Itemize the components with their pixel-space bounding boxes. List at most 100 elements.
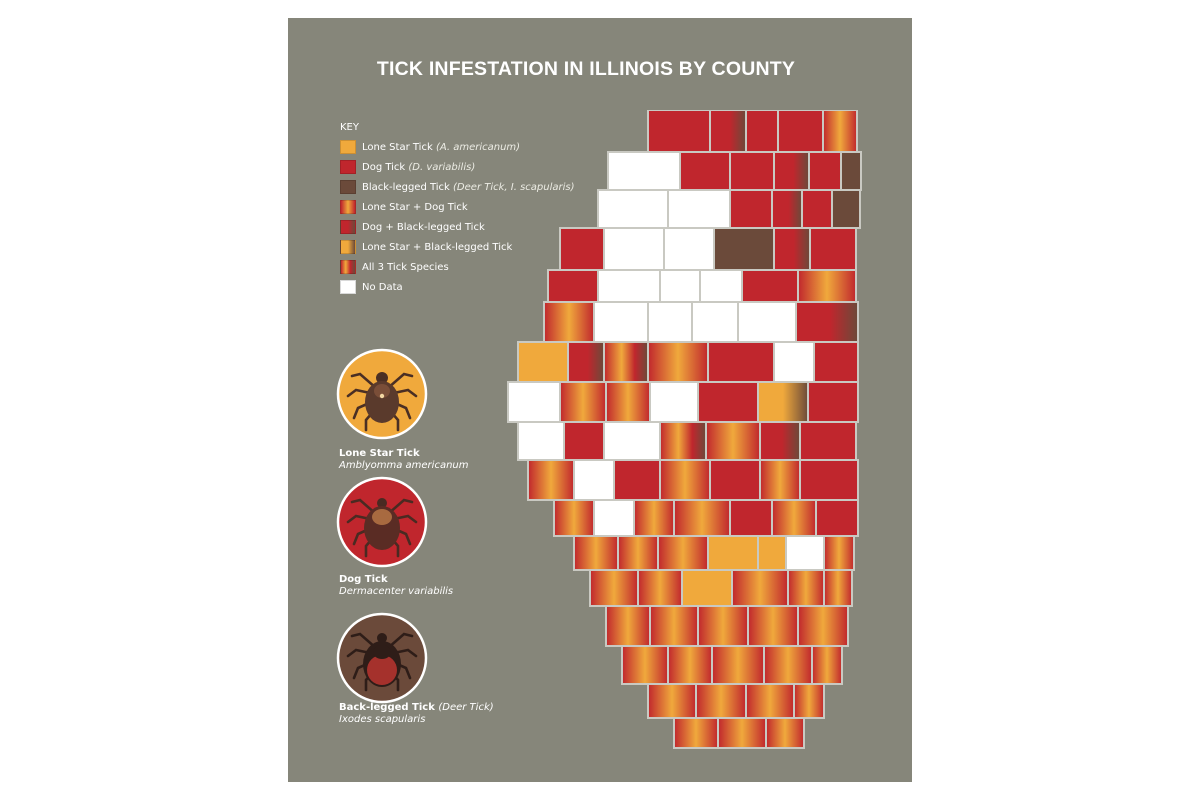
- county: [649, 381, 699, 423]
- county: [573, 459, 615, 501]
- county: [659, 269, 701, 303]
- county: [799, 459, 859, 501]
- county: [607, 151, 681, 191]
- tick-scientific-lone-star: Amblyomma americanum: [339, 460, 469, 471]
- county: [649, 605, 699, 647]
- county: [647, 110, 711, 153]
- county: [729, 151, 775, 191]
- county: [647, 301, 693, 343]
- county: [799, 421, 857, 461]
- county: [809, 227, 857, 271]
- county: [667, 189, 731, 229]
- county: [659, 421, 707, 461]
- county: [709, 110, 747, 153]
- county: [553, 499, 595, 537]
- county: [563, 421, 605, 461]
- key-item-lone-star-black-legged: Lone Star + Black-legged Tick: [340, 240, 512, 254]
- county: [547, 269, 599, 303]
- key-label: Dog + Black-legged Tick: [362, 221, 485, 233]
- county: [659, 459, 711, 501]
- key-detail: (A. americanum): [435, 141, 521, 153]
- county: [559, 381, 607, 423]
- county: [679, 151, 731, 191]
- key-item-black-legged: Black-legged Tick (Deer Tick, I. scapula…: [340, 180, 575, 194]
- swatch-all-3: [340, 260, 356, 274]
- key-item-lone-star: Lone Star Tick (A. americanum): [340, 140, 520, 154]
- county-layer: [507, 110, 862, 749]
- county: [517, 341, 569, 383]
- tick-scientific-black-legged: Ixodes scapularis: [339, 714, 426, 725]
- county: [613, 459, 661, 501]
- county: [695, 683, 747, 719]
- county: [621, 645, 669, 685]
- county: [573, 535, 619, 571]
- county: [543, 301, 595, 343]
- dog-tick-icon: [336, 476, 428, 568]
- county: [765, 717, 805, 749]
- black-legged-tick-icon: [336, 612, 428, 704]
- county: [787, 569, 825, 607]
- county: [617, 535, 659, 571]
- county: [647, 341, 709, 383]
- county: [807, 381, 859, 423]
- key-label: No Data: [362, 281, 403, 293]
- county: [801, 189, 833, 229]
- county: [707, 535, 759, 571]
- county: [795, 301, 859, 343]
- key-item-dog-black-legged: Dog + Black-legged Tick: [340, 220, 485, 234]
- county: [681, 569, 733, 607]
- key-label: All 3 Tick Species: [362, 261, 449, 273]
- county: [673, 717, 719, 749]
- tick-name-dog: Dog Tick: [339, 574, 388, 585]
- county: [603, 227, 665, 271]
- county: [697, 381, 759, 423]
- tick-name-text: Back-legged Tick: [339, 702, 435, 713]
- county: [840, 151, 862, 191]
- county: [605, 605, 651, 647]
- county: [741, 269, 799, 303]
- county: [793, 683, 825, 719]
- county: [773, 151, 810, 191]
- county: [811, 645, 843, 685]
- county: [589, 569, 639, 607]
- county: [785, 535, 825, 571]
- key-label: Lone Star Tick: [362, 141, 433, 153]
- county: [729, 189, 773, 229]
- swatch-dog-black-legged: [340, 220, 356, 234]
- county: [823, 535, 855, 571]
- county: [709, 459, 761, 501]
- key-detail: (D. variabilis): [408, 161, 476, 173]
- key-label: Black-legged Tick: [362, 181, 450, 193]
- county: [711, 645, 765, 685]
- swatch-lone-star-dog: [340, 200, 356, 214]
- county: [597, 269, 661, 303]
- county: [663, 227, 715, 271]
- county: [777, 110, 824, 153]
- county: [705, 421, 761, 461]
- page-title: TICK INFESTATION IN ILLINOIS BY COUNTY: [376, 58, 796, 80]
- county: [759, 421, 801, 461]
- county: [691, 301, 739, 343]
- key-label: Lone Star + Dog Tick: [362, 201, 468, 213]
- key-heading: KEY: [340, 122, 359, 133]
- swatch-no-data: [340, 280, 356, 294]
- map-poster: TICK INFESTATION IN ILLINOIS BY COUNTY K…: [288, 18, 912, 782]
- county: [657, 535, 709, 571]
- county: [815, 499, 859, 537]
- swatch-lone-star-black-legged: [340, 240, 356, 254]
- key-item-dog: Dog Tick (D. variabilis): [340, 160, 475, 174]
- county: [823, 569, 853, 607]
- key-item-all-3: All 3 Tick Species: [340, 260, 449, 274]
- county: [731, 569, 789, 607]
- county: [747, 605, 799, 647]
- county: [797, 605, 849, 647]
- key-detail: (Deer Tick, I. scapularis): [453, 181, 575, 193]
- swatch-lone-star: [340, 140, 356, 154]
- swatch-black-legged: [340, 180, 356, 194]
- key-label: Dog Tick: [362, 161, 406, 173]
- county: [559, 227, 605, 271]
- county: [729, 499, 773, 537]
- county: [567, 341, 605, 383]
- county: [527, 459, 575, 501]
- tick-scientific-dog: Dermacenter variabilis: [339, 586, 454, 597]
